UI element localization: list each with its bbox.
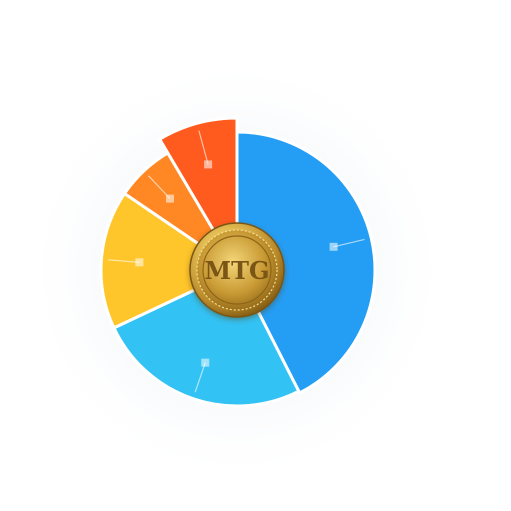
pie-slice-3 [99, 192, 239, 330]
leader-marker-2 [201, 358, 210, 367]
pie-slice-1 [235, 130, 377, 395]
leader-marker-5 [204, 160, 213, 169]
pie-slice-sheen-3 [100, 193, 237, 328]
gold-coin-icon: MTG [189, 222, 285, 318]
leader-line-5 [198, 130, 209, 165]
pie-slice-sheen-1 [237, 131, 376, 393]
leader-lines-layer [108, 130, 365, 393]
leader-marker-3 [135, 258, 144, 267]
leader-line-2 [194, 362, 206, 393]
leader-line-3 [108, 259, 140, 263]
leader-marker-1 [329, 242, 338, 251]
leader-marker-4 [165, 194, 174, 203]
leader-line-1 [333, 238, 365, 248]
coin-label: MTG [205, 256, 270, 285]
